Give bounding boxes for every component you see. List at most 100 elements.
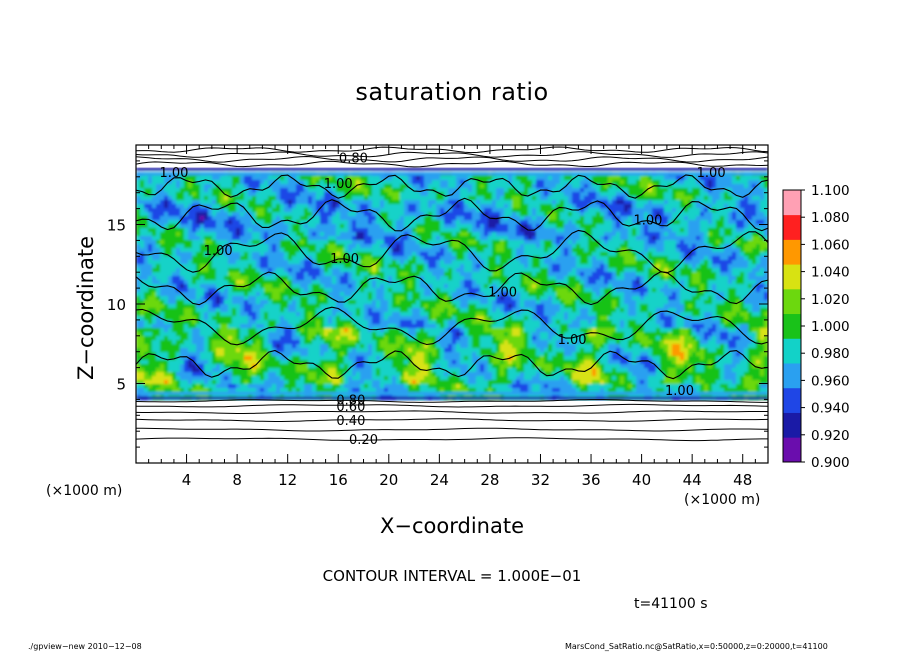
field-cell (352, 180, 357, 185)
field-cell (652, 236, 657, 241)
field-cell (764, 280, 768, 285)
field-cell (740, 188, 745, 193)
field-cell (352, 188, 357, 193)
field-cell (576, 272, 581, 277)
field-cell (136, 176, 141, 181)
field-cell (368, 204, 373, 209)
field-cell (736, 280, 741, 285)
field-cell (712, 184, 717, 189)
field-cell (580, 276, 585, 281)
field-cell (668, 196, 673, 201)
field-cell (448, 256, 453, 261)
field-cell (700, 180, 705, 185)
field-cell (316, 292, 321, 297)
field-cell (508, 228, 513, 233)
field-cell (280, 248, 285, 253)
field-cell (740, 228, 745, 233)
field-cell (628, 216, 633, 221)
field-cell (220, 252, 225, 257)
field-cell (184, 284, 189, 289)
field-cell (636, 188, 641, 193)
field-cell (260, 176, 265, 181)
field-cell (184, 192, 189, 197)
field-cell (700, 224, 705, 229)
field-cell (564, 188, 569, 193)
field-cell (260, 212, 265, 217)
field-cell (532, 184, 537, 189)
field-cell (704, 252, 709, 257)
field-cell (472, 284, 477, 289)
field-cell (508, 220, 513, 225)
field-cell (596, 244, 601, 249)
field-cell (692, 240, 697, 245)
field-cell (292, 268, 297, 273)
field-cell (280, 220, 285, 225)
field-cell (484, 244, 489, 249)
field-cell (372, 216, 377, 221)
field-cell (420, 296, 425, 301)
field-cell (476, 284, 481, 289)
field-cell (652, 232, 657, 237)
field-cell (624, 228, 629, 233)
field-cell (200, 188, 205, 193)
field-cell (320, 212, 325, 217)
field-cell (504, 284, 509, 289)
field-cell (148, 260, 153, 265)
field-cell (536, 256, 541, 261)
field-cell (204, 208, 209, 213)
field-cell (356, 232, 361, 237)
field-cell (212, 184, 217, 189)
field-cell (144, 296, 149, 301)
field-cell (220, 220, 225, 225)
field-cell (316, 260, 321, 265)
field-cell (272, 284, 277, 289)
field-cell (448, 244, 453, 249)
field-cell (684, 240, 689, 245)
field-cell (320, 224, 325, 229)
field-cell (548, 176, 553, 181)
field-cell (692, 260, 697, 265)
field-cell (588, 216, 593, 221)
field-cell (324, 208, 329, 213)
field-cell (332, 292, 337, 297)
field-cell (512, 180, 517, 185)
field-cell (628, 176, 633, 181)
field-cell (472, 224, 477, 229)
field-cell (636, 276, 641, 281)
field-cell (760, 220, 765, 225)
field-cell (460, 236, 465, 241)
field-cell (672, 192, 677, 197)
field-cell (272, 236, 277, 241)
field-cell (692, 204, 697, 209)
field-cell (168, 252, 173, 257)
field-cell (536, 188, 541, 193)
field-cell (348, 236, 353, 241)
field-cell (508, 236, 513, 241)
field-cell (756, 212, 761, 217)
field-cell (508, 188, 513, 193)
field-cell (672, 204, 677, 209)
field-cell (460, 240, 465, 245)
field-cell (740, 292, 745, 297)
field-cell (348, 280, 353, 285)
field-cell (684, 244, 689, 249)
field-cell (612, 244, 617, 249)
field-cell (408, 244, 413, 249)
field-cell (284, 180, 289, 185)
field-cell (488, 184, 493, 189)
field-cell (736, 196, 741, 201)
field-cell (292, 216, 297, 221)
field-cell (364, 232, 369, 237)
field-cell (724, 276, 729, 281)
field-cell (228, 296, 233, 301)
field-cell (468, 260, 473, 265)
field-cell (436, 228, 441, 233)
field-cell (724, 208, 729, 213)
field-cell (756, 252, 761, 257)
field-cell (476, 296, 481, 301)
field-cell (284, 220, 289, 225)
field-cell (412, 180, 417, 185)
field-cell (264, 208, 269, 213)
field-cell (408, 276, 413, 281)
field-cell (588, 240, 593, 245)
